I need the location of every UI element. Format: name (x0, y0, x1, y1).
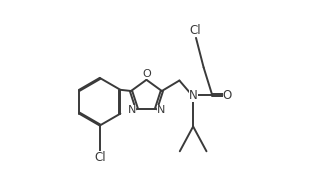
Text: N: N (157, 105, 166, 115)
Text: Cl: Cl (94, 151, 106, 165)
Text: Cl: Cl (189, 24, 201, 37)
Text: O: O (223, 89, 232, 102)
Text: N: N (127, 105, 136, 115)
Text: N: N (189, 89, 198, 102)
Text: O: O (142, 70, 151, 79)
